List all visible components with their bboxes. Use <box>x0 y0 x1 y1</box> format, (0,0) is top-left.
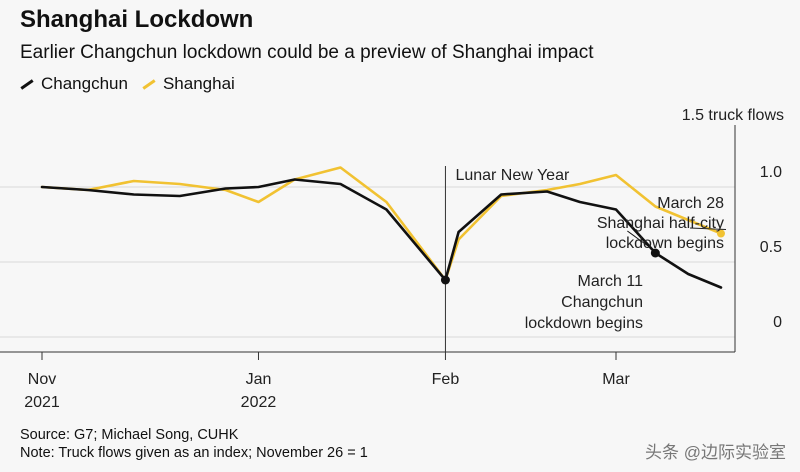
chart-title: Shanghai Lockdown <box>20 6 254 33</box>
chart-subtitle: Earlier Changchun lockdown could be a pr… <box>20 42 594 63</box>
march-11-leader <box>627 230 650 248</box>
x-tick-label: Feb <box>432 371 460 388</box>
march-28-leader <box>689 227 727 230</box>
march-11-label: Changchun <box>561 294 643 311</box>
x-tick-label: Mar <box>602 371 630 388</box>
march-28-label: March 28 <box>657 195 724 212</box>
index-note: Note: Truck flows given as an index; Nov… <box>20 445 368 461</box>
series-line-changchun <box>40 178 723 289</box>
source-note: Source: G7; Michael Song, CUHK <box>20 427 239 443</box>
series-lines <box>40 166 723 289</box>
legend-label-shanghai: Shanghai <box>162 74 235 93</box>
annotations: Lunar New Year March 11 Changchun lockdown … <box>440 166 727 352</box>
march-28-marker <box>716 229 725 238</box>
lunar-new-year-marker <box>440 275 450 285</box>
x-tick-label: Jan <box>246 371 272 388</box>
watermark: 头条 @边际实验室 <box>645 443 786 462</box>
y-tick-label: 0.5 <box>760 239 782 256</box>
march-11-marker <box>650 248 660 258</box>
x-tick-label: 2022 <box>241 394 277 411</box>
x-axis: Nov 2021 Jan 2022 Feb Mar <box>0 351 735 411</box>
y-tick-label: 0 <box>773 314 782 331</box>
legend-label-changchun: Changchun <box>41 74 128 93</box>
x-tick-label: Nov <box>28 371 56 388</box>
lunar-new-year-label: Lunar New Year <box>455 167 570 184</box>
y-tick-label: 1.0 <box>760 164 782 181</box>
x-tick-label: 2021 <box>24 394 60 411</box>
footer: Source: G7; Michael Song, CUHK Note: Tru… <box>20 426 368 462</box>
y-axis: 0 0.5 1.0 1.5 truck flows <box>682 107 784 352</box>
march-11-label: March 11 <box>577 273 643 290</box>
series-line-shanghai <box>40 166 723 282</box>
legend: Changchun Shanghai <box>20 74 249 94</box>
legend-item-shanghai: Shanghai <box>142 74 235 94</box>
march-11-label: lockdown begins <box>525 315 643 332</box>
march-28-label: lockdown begins <box>606 235 724 252</box>
y-axis-label: 1.5 truck flows <box>682 107 784 124</box>
legend-item-changchun: Changchun <box>20 74 128 94</box>
march-28-label: Shanghai half-city <box>597 215 724 232</box>
